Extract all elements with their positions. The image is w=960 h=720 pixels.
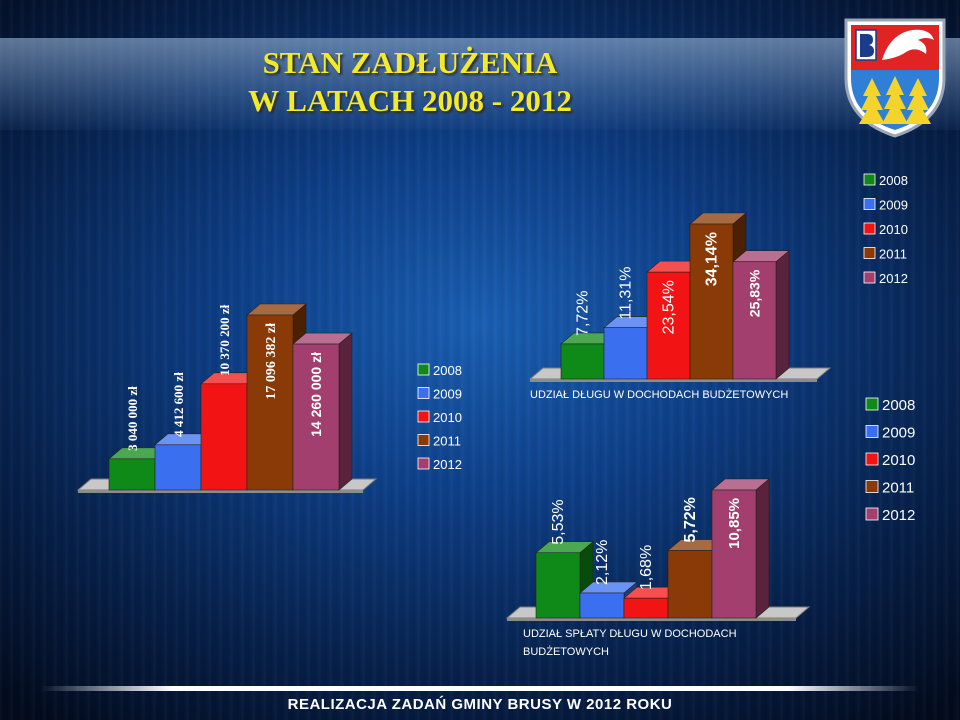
repayment_share-data-label-2008: 5,53% bbox=[550, 499, 567, 544]
footer-text: REALIZACJA ZADAŃ GMINY BRUSY W 2012 ROKU bbox=[287, 696, 673, 713]
debt-data-label-2009: 4 412 600 zł bbox=[171, 372, 186, 437]
repayment_share-axis-caption-2: BUDŻETOWYCH bbox=[523, 645, 609, 658]
title-line-1: STAN ZADŁUŻENIA bbox=[262, 45, 558, 80]
repayment_share-data-label-2012: 10,85% bbox=[726, 498, 743, 549]
debt-data-label-2010: 10 370 200 zł bbox=[217, 304, 232, 376]
debt_share-data-label-2011: 34,14% bbox=[704, 232, 721, 286]
debt_share-legend-swatch-2012 bbox=[863, 271, 876, 284]
repayment_share-legend-swatch-2009 bbox=[865, 425, 879, 438]
debt_share-legend-swatch-2011 bbox=[863, 247, 876, 259]
repayment_share-data-label-2010: 1,68% bbox=[638, 545, 655, 590]
debt-legend-label-2011: 2011 bbox=[433, 434, 461, 449]
repayment_share-legend-label-2009: 2009 bbox=[882, 425, 915, 442]
repayment_share-data-label-2009: 2,12% bbox=[594, 540, 611, 585]
repayment_share-axis-caption-1: UDZIAŁ SPŁATY DŁUGU W DOCHODACH bbox=[523, 628, 737, 640]
debt_share-axis-caption-1: UDZIAŁ DŁUGU W DOCHODACH BUDŻETOWYCH bbox=[530, 388, 788, 401]
debt-legend-swatch-2010 bbox=[417, 410, 430, 423]
debt_share-legend-swatch-2009 bbox=[863, 198, 876, 210]
debt-bar-2012 bbox=[292, 332, 353, 491]
repayment_share-legend-label-2008: 2008 bbox=[882, 397, 915, 414]
repayment_share-floor-edge bbox=[507, 618, 796, 621]
debt-legend-label-2009: 2009 bbox=[433, 387, 462, 402]
chart-repayment-share: 5,53% 2,12% 1,68% 5,72% 10,85% 2008 2009 2010 20… bbox=[505, 397, 915, 658]
debt_share-data-label-2008: 7,72% bbox=[575, 291, 592, 336]
title-line-2: W LATACH 2008 - 2012 bbox=[248, 83, 572, 118]
debt-legend-label-2012: 2012 bbox=[433, 457, 462, 472]
debt_share-legend-swatch-2008 bbox=[863, 173, 876, 186]
debt_share-legend-label-2012: 2012 bbox=[879, 271, 908, 286]
repayment_share-legend-swatch-2012 bbox=[865, 507, 879, 521]
debt-data-label-2011: 17 096 382 zł bbox=[264, 323, 279, 400]
debt_share-data-label-2012: 25,83% bbox=[747, 269, 763, 317]
debt-data-label-2012: 14 260 000 zł bbox=[308, 352, 324, 437]
debt_share-bar-2012 bbox=[732, 250, 790, 380]
debt_share-legend-label-2011: 2011 bbox=[879, 247, 907, 262]
debt_share-bar-2011 bbox=[689, 212, 747, 380]
debt-legend-swatch-2011 bbox=[417, 434, 430, 446]
repayment_share-legend-label-2011: 2011 bbox=[882, 480, 914, 497]
chart-debt: 3 040 000 zł 4 412 600 zł 10 370 200 zł 17 … bbox=[76, 303, 462, 493]
debt_share-legend-label-2010: 2010 bbox=[879, 222, 908, 237]
repayment_share-legend-label-2010: 2010 bbox=[882, 452, 915, 469]
chart-debt-share: 7,72% 11,31% 23,54% 34,14% 25,83% 2008 2009 201… bbox=[528, 173, 908, 401]
debt_share-data-label-2009: 11,31% bbox=[618, 267, 635, 320]
debt_share-legend-label-2009: 2009 bbox=[879, 198, 908, 213]
repayment_share-bar-2012 bbox=[711, 478, 770, 619]
coat-of-arms-logo bbox=[844, 18, 946, 138]
repayment_share-data-label-2011: 5,72% bbox=[682, 497, 699, 542]
debt_share-data-label-2010: 23,54% bbox=[661, 280, 678, 334]
debt-legend-swatch-2008 bbox=[417, 363, 430, 376]
debt-legend-swatch-2009 bbox=[417, 387, 430, 399]
debt_share-legend-swatch-2010 bbox=[863, 222, 876, 235]
repayment_share-legend-swatch-2011 bbox=[865, 480, 879, 493]
debt-floor-edge bbox=[78, 490, 363, 493]
repayment_share-legend-label-2012: 2012 bbox=[882, 507, 915, 524]
debt_share-legend-label-2008: 2008 bbox=[879, 173, 908, 188]
debt-legend-swatch-2012 bbox=[417, 457, 430, 470]
debt-legend-label-2008: 2008 bbox=[433, 363, 462, 378]
debt-data-label-2008: 3 040 000 zł bbox=[125, 386, 140, 451]
repayment_share-legend-swatch-2008 bbox=[865, 397, 879, 411]
debt_share-floor-edge bbox=[530, 379, 817, 382]
footer-divider bbox=[40, 686, 920, 691]
debt-legend-label-2010: 2010 bbox=[433, 410, 462, 425]
repayment_share-legend-swatch-2010 bbox=[865, 452, 879, 466]
page-title: STAN ZADŁUŻENIA W LATACH 2008 - 2012 bbox=[120, 44, 700, 120]
title-band bbox=[0, 38, 960, 130]
